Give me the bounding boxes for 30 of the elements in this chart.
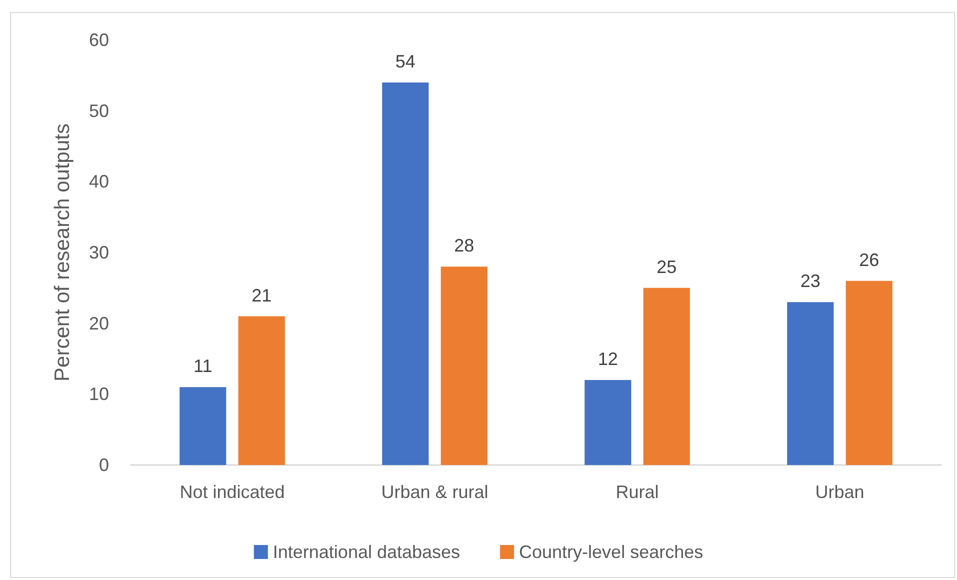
bar: [180, 387, 226, 465]
y-tick-label: 60: [88, 30, 109, 50]
x-tick-label: Urban & rural: [381, 482, 488, 502]
data-label: 21: [252, 285, 272, 306]
bar: [238, 316, 285, 465]
y-tick-label: 20: [88, 313, 109, 334]
y-tick-label: 10: [88, 384, 109, 404]
data-label: 26: [859, 250, 880, 270]
x-tick-label: Rural: [616, 482, 659, 502]
data-label: 23: [800, 271, 820, 292]
bar: [846, 280, 892, 465]
legend-label: International databases: [272, 542, 460, 562]
y-axis-title: Percent of research outputs: [51, 124, 74, 382]
data-label: 28: [454, 236, 474, 256]
y-tick-label: 50: [88, 100, 109, 121]
bar: [440, 266, 488, 465]
data-label: 54: [395, 52, 416, 72]
x-tick-label: Urban: [815, 482, 864, 502]
y-tick-label: 0: [98, 455, 109, 475]
bar: [787, 302, 834, 465]
bar: [643, 288, 690, 465]
y-tick-label: 30: [88, 242, 109, 262]
legend-label: Country-level searches: [519, 542, 704, 562]
bar: [382, 82, 429, 465]
data-label: 12: [598, 349, 618, 369]
y-tick-label: 40: [88, 172, 109, 192]
x-tick-label: Not indicated: [180, 482, 285, 502]
data-label: 11: [194, 356, 212, 376]
data-label: 25: [656, 256, 677, 277]
bar: [584, 380, 632, 465]
